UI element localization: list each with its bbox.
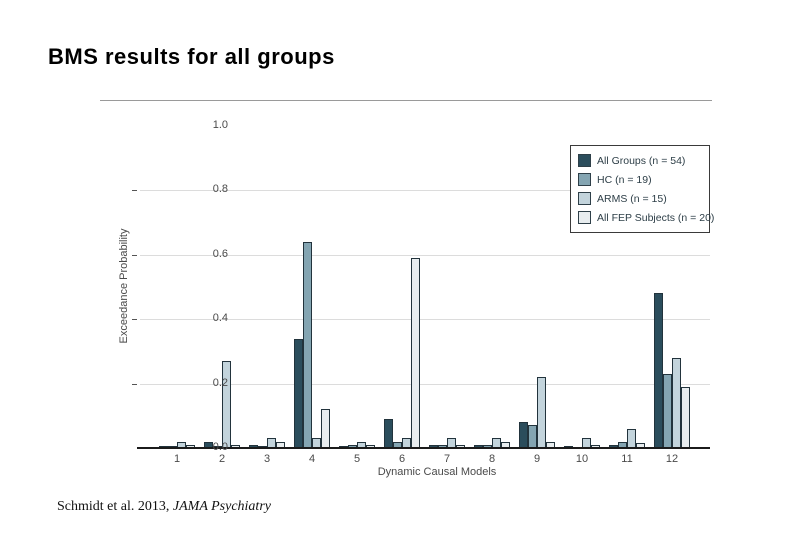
bar-model4-series3: [321, 409, 330, 448]
y-tick-label: 1.0: [212, 119, 228, 131]
bar-model1-series2: [177, 442, 186, 448]
y-tick-label: 0.4: [212, 312, 228, 325]
legend-item: All Groups (n = 54): [578, 154, 702, 167]
y-tick-label: 0.8: [212, 183, 228, 196]
bar-model10-series2: [582, 438, 591, 448]
gridline: [140, 254, 710, 256]
legend-item: ARMS (n = 15): [578, 192, 702, 205]
bar-model2-series3: [231, 445, 240, 448]
y-tick-mark: [132, 319, 137, 321]
bar-model8-series3: [501, 442, 510, 448]
page-title: BMS results for all groups: [48, 44, 335, 69]
bar-model7-series1: [438, 445, 447, 448]
bar-model3-series2: [267, 438, 276, 448]
legend-swatch-arms: [578, 192, 591, 205]
x-tick-label: 9: [533, 453, 541, 465]
bar-model11-series1: [618, 442, 627, 448]
x-tick-label: 6: [398, 453, 406, 465]
bar-model6-series1: [393, 442, 402, 448]
x-tick-label: 12: [665, 453, 679, 465]
legend-item: All FEP Subjects (n = 20): [578, 211, 714, 224]
chart-legend: All Groups (n = 54) HC (n = 19) ARMS (n …: [570, 145, 714, 233]
x-tick-label: 4: [308, 453, 316, 465]
bar-model9-series0: [519, 422, 528, 448]
y-tick-mark: [132, 190, 137, 192]
bar-model12-series3: [681, 387, 690, 448]
x-tick-label: 10: [575, 453, 589, 465]
bar-model7-series0: [429, 445, 438, 448]
bar-model7-series3: [456, 445, 465, 448]
bar-model5-series3: [366, 445, 375, 448]
plot-area: [132, 126, 710, 448]
citation: Schmidt et al. 2013, JAMA Psychiatry: [57, 499, 271, 515]
bar-model6-series0: [384, 419, 393, 448]
bar-model3-series3: [276, 442, 285, 448]
x-tick-label: 11: [621, 453, 633, 465]
bar-model12-series0: [654, 293, 663, 448]
x-tick-label: 3: [263, 453, 271, 465]
bar-model6-series3: [411, 258, 420, 448]
bar-model4-series1: [303, 242, 312, 448]
legend-label: HC (n = 19): [597, 173, 652, 186]
bar-model8-series1: [483, 445, 492, 448]
bar-model3-series0: [249, 445, 258, 448]
legend-swatch-hc: [578, 173, 591, 186]
y-tick-mark: [132, 383, 137, 385]
bar-model9-series1: [528, 425, 537, 448]
bar-model10-series3: [591, 445, 600, 448]
y-tick-label: 0.2: [212, 376, 228, 389]
bar-model5-series1: [348, 445, 357, 448]
bar-model9-series2: [537, 377, 546, 448]
gridline: [140, 190, 710, 192]
legend-label: All Groups (n = 54): [597, 154, 686, 167]
legend-label: ARMS (n = 15): [597, 192, 667, 205]
bar-model2-series0: [204, 442, 213, 448]
bar-model8-series0: [474, 445, 483, 448]
bar-model1-series3: [186, 445, 195, 448]
x-axis-title: Dynamic Causal Models: [377, 466, 497, 478]
bar-model12-series2: [672, 358, 681, 448]
bar-model4-series2: [312, 438, 321, 448]
bar-model12-series1: [663, 374, 672, 448]
bar-model11-series2: [627, 429, 636, 448]
x-tick-label: 1: [173, 453, 181, 465]
bar-model9-series3: [546, 442, 555, 448]
x-tick-label: 5: [353, 453, 361, 465]
legend-item: HC (n = 19): [578, 173, 702, 186]
bar-model6-series2: [402, 438, 411, 448]
gridline: [140, 383, 710, 385]
citation-journal: JAMA Psychiatry: [172, 499, 271, 514]
y-tick-label: 0.0: [212, 441, 228, 453]
legend-swatch-all-groups: [578, 154, 591, 167]
bar-model4-series0: [294, 339, 303, 448]
legend-swatch-fep: [578, 211, 591, 224]
bar-model8-series2: [492, 438, 501, 448]
gridline: [140, 319, 710, 321]
y-tick-mark: [132, 254, 137, 256]
legend-label: All FEP Subjects (n = 20): [597, 211, 715, 224]
x-axis-line: [137, 447, 710, 449]
x-tick-label: 8: [488, 453, 496, 465]
bar-model2-series2: [222, 361, 231, 448]
bar-model11-series3: [636, 443, 645, 448]
bar-model5-series2: [357, 442, 366, 448]
bar-model7-series2: [447, 438, 456, 448]
bar-model11-series0: [609, 445, 618, 448]
citation-text: Schmidt et al. 2013,: [57, 499, 173, 514]
title-divider: [100, 100, 712, 101]
x-tick-label: 7: [443, 453, 451, 465]
y-axis-title: Exceedance Probability: [118, 228, 130, 344]
x-tick-label: 2: [218, 453, 226, 465]
y-tick-label: 0.6: [212, 247, 228, 260]
